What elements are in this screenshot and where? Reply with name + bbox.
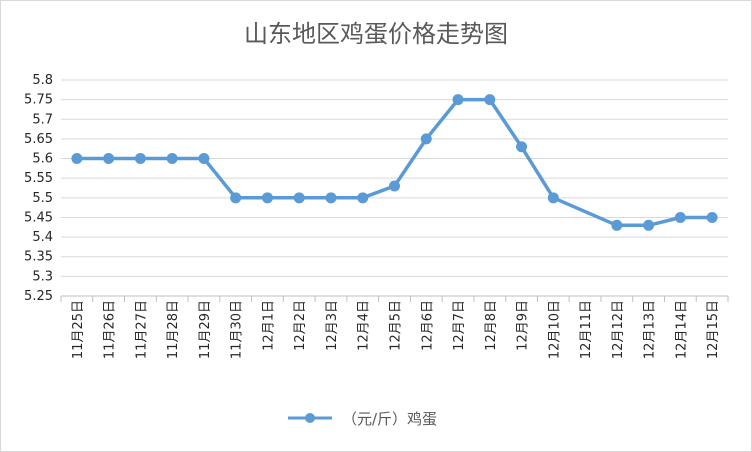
gridlines bbox=[61, 79, 728, 277]
x-tick-label: 11月26日 bbox=[103, 300, 118, 359]
legend: （元/斤）鸡蛋 bbox=[286, 408, 437, 428]
x-tick-label: 12月4日 bbox=[357, 300, 372, 351]
y-tick-label: 5.75 bbox=[24, 93, 53, 108]
x-tick-label: 12月12日 bbox=[611, 300, 626, 359]
series-egg bbox=[71, 94, 718, 231]
x-tick-label: 12月13日 bbox=[643, 300, 658, 359]
y-tick-label: 5.6 bbox=[32, 152, 53, 167]
data-point bbox=[230, 192, 242, 204]
data-point bbox=[547, 192, 559, 204]
data-point bbox=[134, 153, 146, 165]
y-tick-label: 5.35 bbox=[24, 250, 53, 265]
y-tick-label: 5.25 bbox=[24, 289, 53, 304]
data-point bbox=[516, 141, 528, 153]
data-point bbox=[261, 192, 273, 204]
x-axis-ticks: 11月25日 11月26日 11月27日 11月28日 11月29日 11月30日 12月1… bbox=[71, 300, 721, 359]
data-point bbox=[166, 153, 178, 165]
x-tick-label: 12月1日 bbox=[261, 300, 276, 351]
x-tick-label: 12月6日 bbox=[420, 300, 435, 351]
data-point bbox=[706, 211, 718, 223]
x-tick-label: 12月14日 bbox=[674, 300, 689, 359]
data-point bbox=[293, 192, 305, 204]
y-tick-label: 5.55 bbox=[24, 171, 53, 186]
data-point bbox=[325, 192, 337, 204]
y-tick-label: 5.5 bbox=[32, 191, 53, 206]
x-tick-label: 12月11日 bbox=[579, 300, 594, 359]
data-point bbox=[198, 153, 210, 165]
data-point bbox=[389, 180, 400, 192]
y-tick-label: 5.4 bbox=[32, 230, 53, 245]
x-tick-label: 12月15日 bbox=[706, 300, 721, 359]
y-tick-label: 5.3 bbox=[32, 269, 53, 284]
y-tick-label: 5.7 bbox=[32, 112, 53, 127]
x-tick-label: 11月30日 bbox=[230, 300, 245, 359]
data-point bbox=[420, 133, 432, 145]
legend-label-egg: （元/斤）鸡蛋 bbox=[342, 409, 438, 428]
x-tick-label: 12月8日 bbox=[484, 300, 499, 351]
data-point bbox=[452, 94, 464, 106]
x-tick-label: 12月9日 bbox=[516, 300, 531, 351]
x-tick-label: 11月27日 bbox=[134, 300, 149, 359]
x-tick-label: 12月3日 bbox=[325, 300, 340, 351]
y-axis-ticks: 5.25 5.3 5.35 5.4 5.45 5.5 5.55 5.6 5.65 5.7 5.75 5… bbox=[24, 73, 53, 304]
legend-marker bbox=[288, 413, 332, 423]
data-point bbox=[103, 153, 115, 165]
x-tick-label: 11月25日 bbox=[71, 300, 86, 359]
x-tick-label: 12月10日 bbox=[547, 300, 562, 359]
x-tick-label: 12月7日 bbox=[452, 300, 467, 351]
data-point bbox=[611, 219, 623, 231]
data-point bbox=[484, 94, 496, 106]
data-point bbox=[357, 192, 369, 204]
x-tick-label: 11月29日 bbox=[198, 300, 213, 359]
data-point bbox=[71, 153, 83, 165]
y-tick-label: 5.65 bbox=[24, 132, 53, 147]
y-tick-label: 5.45 bbox=[24, 210, 53, 225]
x-axis bbox=[60, 295, 729, 302]
x-tick-label: 11月28日 bbox=[166, 300, 181, 359]
x-tick-label: 12月5日 bbox=[389, 300, 404, 351]
data-point bbox=[674, 211, 686, 223]
y-tick-label: 5.8 bbox=[32, 73, 53, 88]
chart-title: 山东地区鸡蛋价格走势图 bbox=[244, 20, 508, 48]
x-tick-label: 12月2日 bbox=[293, 300, 308, 351]
data-point bbox=[643, 219, 655, 231]
